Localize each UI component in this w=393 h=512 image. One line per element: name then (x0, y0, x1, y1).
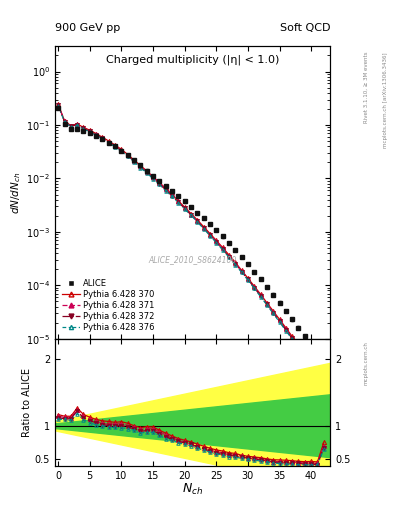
X-axis label: $N_{ch}$: $N_{ch}$ (182, 482, 203, 497)
Text: 900 GeV pp: 900 GeV pp (55, 23, 120, 33)
Legend: ALICE, Pythia 6.428 370, Pythia 6.428 371, Pythia 6.428 372, Pythia 6.428 376: ALICE, Pythia 6.428 370, Pythia 6.428 37… (59, 276, 157, 334)
Y-axis label: Ratio to ALICE: Ratio to ALICE (22, 368, 32, 437)
Text: Soft QCD: Soft QCD (280, 23, 330, 33)
Text: mcplots.cern.ch: mcplots.cern.ch (364, 341, 368, 385)
Text: mcplots.cern.ch [arXiv:1306.3436]: mcplots.cern.ch [arXiv:1306.3436] (383, 52, 387, 147)
Text: Rivet 3.1.10, ≥ 3M events: Rivet 3.1.10, ≥ 3M events (364, 52, 368, 123)
Text: Charged multiplicity (|η| < 1.0): Charged multiplicity (|η| < 1.0) (106, 55, 279, 66)
Y-axis label: $dN/dN_{ch}$: $dN/dN_{ch}$ (9, 171, 23, 214)
Text: ALICE_2010_S8624100: ALICE_2010_S8624100 (149, 255, 237, 264)
